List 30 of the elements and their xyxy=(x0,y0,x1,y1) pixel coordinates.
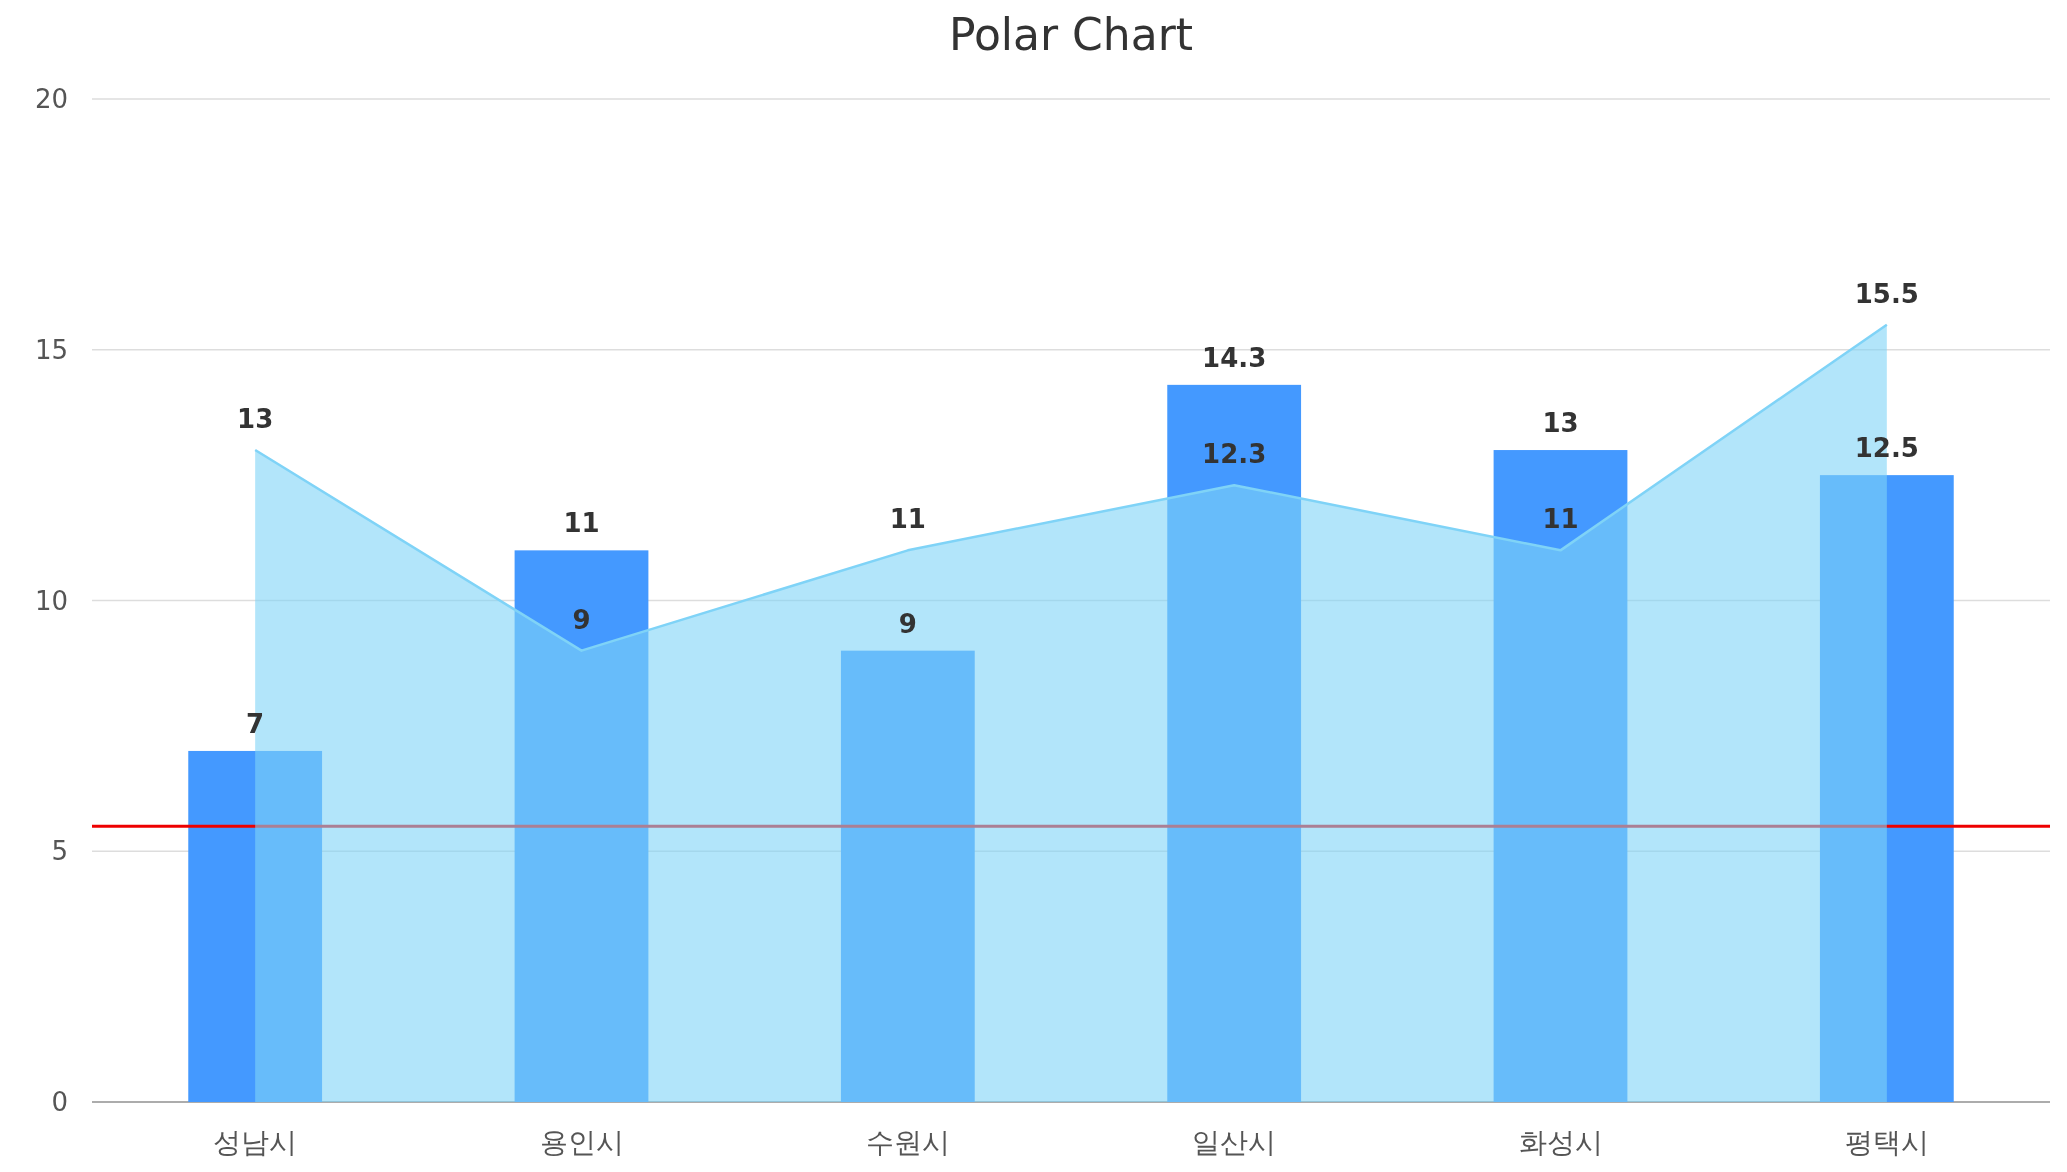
bar xyxy=(514,550,649,1102)
data-label: 9 xyxy=(898,608,917,639)
bar xyxy=(1493,450,1628,1102)
x-tick-label: 성남시 xyxy=(213,1126,298,1159)
bar xyxy=(1167,384,1302,1102)
bar xyxy=(188,750,323,1102)
data-label: 13 xyxy=(237,404,274,435)
x-tick-label: 평택시 xyxy=(1844,1126,1929,1159)
x-tick-label: 수원시 xyxy=(865,1126,950,1159)
y-tick-label: 10 xyxy=(34,585,68,616)
data-label: 11 xyxy=(889,504,926,535)
bar xyxy=(840,650,975,1102)
data-label: 14.3 xyxy=(1202,342,1267,373)
x-tick-label: 용인시 xyxy=(539,1126,624,1159)
bar xyxy=(1819,475,1954,1102)
x-tick-label: 일산시 xyxy=(1192,1126,1277,1159)
x-tick-label: 화성시 xyxy=(1518,1126,1603,1159)
chart-title: Polar Chart xyxy=(948,9,1194,60)
y-tick-label: 20 xyxy=(34,84,68,114)
y-tick-label: 15 xyxy=(34,334,68,365)
data-label: 7 xyxy=(246,708,265,739)
data-label: 15.5 xyxy=(1854,278,1919,309)
data-label: 9 xyxy=(572,604,591,635)
data-label: 11 xyxy=(563,508,600,539)
data-label: 13 xyxy=(1542,408,1579,439)
data-label: 12.5 xyxy=(1854,433,1919,464)
data-label: 11 xyxy=(1542,504,1579,535)
y-tick-label: 0 xyxy=(51,1087,68,1117)
y-tick-label: 5 xyxy=(51,836,68,867)
data-label: 12.3 xyxy=(1202,439,1267,470)
